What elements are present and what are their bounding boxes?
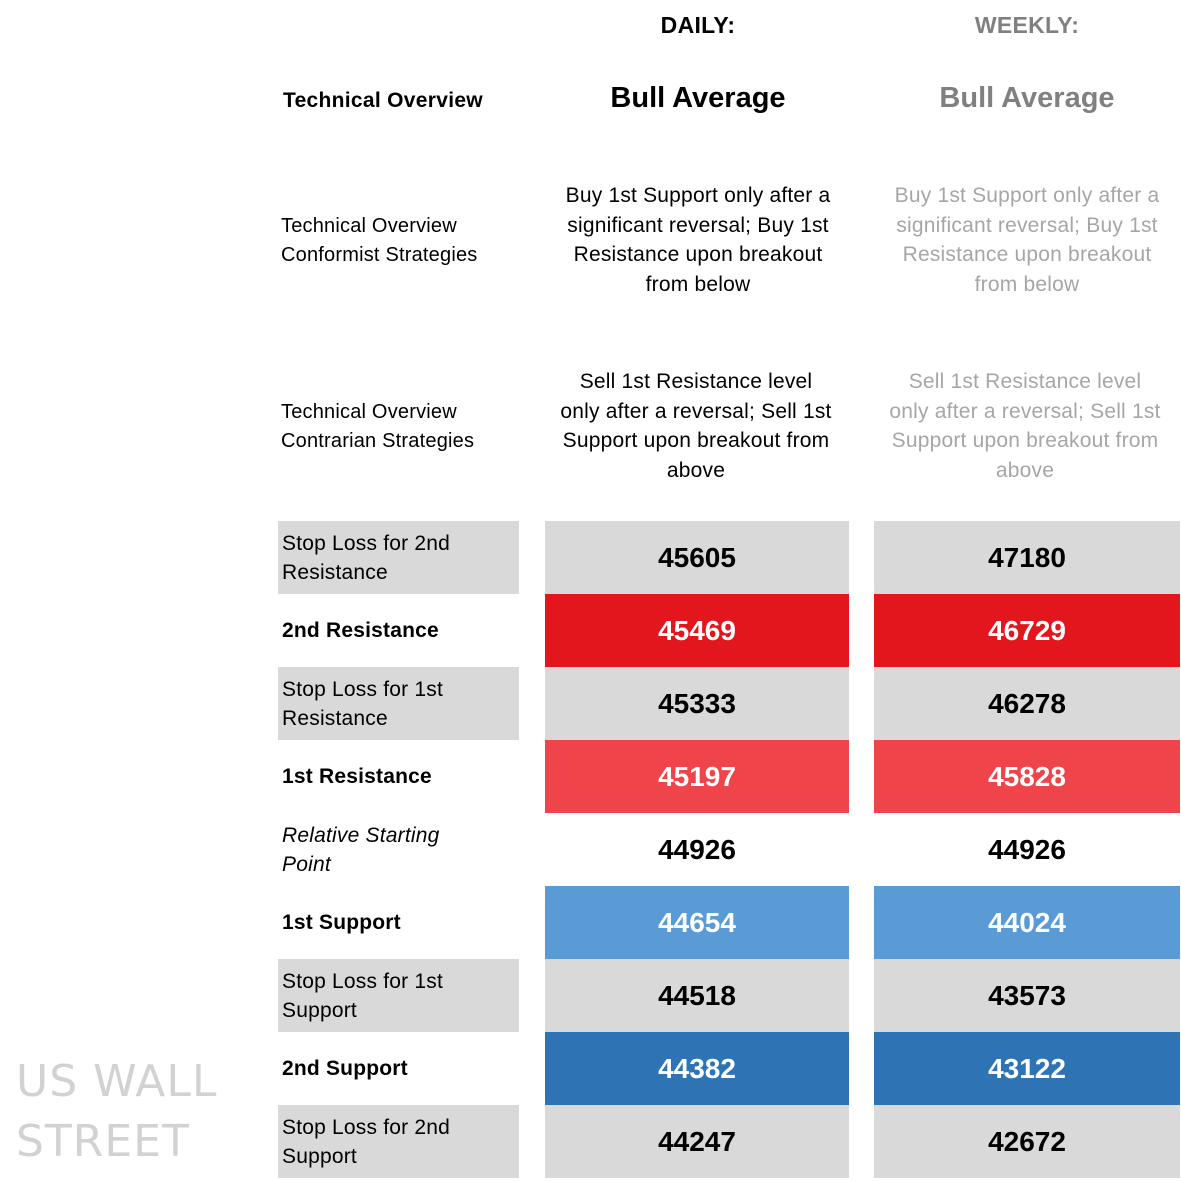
weekly-stop-loss-1st-support-value: 43573 — [874, 959, 1180, 1032]
contrarian-strategies-label: Technical Overview Contrarian Strategies — [281, 398, 474, 456]
contrarian-label-line: Contrarian Strategies — [281, 430, 475, 452]
weekly-column-header: WEEKLY: — [974, 12, 1080, 38]
strategy-line: Resistance upon breakout — [573, 243, 823, 266]
weekly-2nd-support-value: 43122 — [874, 1032, 1180, 1105]
strategy-line: Buy 1st Support only after a — [565, 184, 831, 207]
weekly-stop-loss-1st-resistance-value: 46278 — [874, 667, 1180, 740]
strategy-line: significant reversal; Buy 1st — [567, 213, 829, 237]
daily-stop-loss-2nd-support-value: 44247 — [545, 1105, 849, 1178]
weekly-2nd-resistance-value: 46729 — [874, 594, 1180, 667]
label-line: Stop Loss for 1st — [282, 969, 443, 993]
conformist-label-line: Conformist Strategies — [281, 244, 478, 266]
conformist-strategies-label: Technical Overview Conformist Strategies — [281, 212, 478, 270]
label-line: 1st Resistance — [282, 765, 432, 788]
us-wall-street-watermark: US WALL STREET — [16, 1052, 217, 1172]
level-label-2nd-support: 2nd Support — [278, 1032, 519, 1105]
daily-stop-loss-1st-resistance-value: 45333 — [545, 667, 849, 740]
label-line: Resistance — [282, 560, 388, 584]
strategy-line: Support upon breakout from — [562, 429, 830, 452]
level-label-stop-loss-1st-support: Stop Loss for 1st Support — [278, 959, 519, 1032]
label-line: 1st Support — [282, 911, 401, 934]
strategy-line: Sell 1st Resistance level — [908, 370, 1142, 393]
label-line: 2nd Support — [282, 1057, 408, 1080]
watermark-line: STREET — [16, 1116, 190, 1167]
strategy-line: Support upon breakout from — [891, 429, 1159, 452]
watermark-line: US WALL — [16, 1056, 218, 1107]
strategy-line: above — [995, 458, 1055, 482]
weekly-relative-starting-point-value: 44926 — [874, 813, 1180, 886]
strategy-line: Buy 1st Support only after a — [894, 184, 1160, 207]
label-line: Resistance — [282, 706, 388, 730]
strategy-line: only after a reversal; Sell 1st — [560, 399, 832, 423]
daily-2nd-resistance-value: 45469 — [545, 594, 849, 667]
daily-stop-loss-1st-support-value: 44518 — [545, 959, 849, 1032]
weekly-stop-loss-2nd-support-value: 42672 — [874, 1105, 1180, 1178]
label-line: Support — [282, 1144, 357, 1168]
label-line: Stop Loss for 1st — [282, 677, 443, 701]
level-label-2nd-resistance: 2nd Resistance — [278, 594, 519, 667]
level-label-stop-loss-1st-resistance: Stop Loss for 1st Resistance — [278, 667, 519, 740]
strategy-line: Sell 1st Resistance level — [579, 370, 813, 393]
level-label-stop-loss-2nd-support: Stop Loss for 2nd Support — [278, 1105, 519, 1178]
label-line: Stop Loss for 2nd — [282, 531, 451, 555]
daily-1st-support-value: 44654 — [545, 886, 849, 959]
daily-relative-starting-point-value: 44926 — [545, 813, 849, 886]
daily-2nd-support-value: 44382 — [545, 1032, 849, 1105]
weekly-stop-loss-2nd-resistance-value: 47180 — [874, 521, 1180, 594]
daily-stop-loss-2nd-resistance-value: 45605 — [545, 521, 849, 594]
strategy-line: only after a reversal; Sell 1st — [889, 399, 1161, 423]
level-label-stop-loss-2nd-resistance: Stop Loss for 2nd Resistance — [278, 521, 519, 594]
contrarian-label-line: Technical Overview — [281, 401, 457, 423]
weekly-bull-average-title: Bull Average — [939, 82, 1115, 114]
strategy-line: from below — [645, 272, 751, 296]
strategy-line: significant reversal; Buy 1st — [896, 213, 1158, 237]
daily-conformist-strategy: Buy 1st Support only after a significant… — [548, 181, 848, 299]
label-line: Point — [282, 852, 331, 876]
level-label-1st-resistance: 1st Resistance — [278, 740, 519, 813]
level-label-1st-support: 1st Support — [278, 886, 519, 959]
level-label-relative-starting-point: Relative Starting Point — [278, 813, 519, 886]
daily-bull-average-title: Bull Average — [610, 82, 786, 114]
label-line: Stop Loss for 2nd — [282, 1115, 451, 1139]
technical-overview-title: Technical Overview — [283, 89, 483, 112]
weekly-1st-support-value: 44024 — [874, 886, 1180, 959]
label-line: 2nd Resistance — [282, 619, 439, 642]
weekly-1st-resistance-value: 45828 — [874, 740, 1180, 813]
daily-1st-resistance-value: 45197 — [545, 740, 849, 813]
daily-column-header: DAILY: — [660, 12, 736, 38]
strategy-line: Resistance upon breakout — [902, 243, 1152, 266]
strategy-line: above — [666, 458, 726, 482]
daily-contrarian-strategy: Sell 1st Resistance level only after a r… — [546, 367, 846, 485]
weekly-conformist-strategy: Buy 1st Support only after a significant… — [877, 181, 1177, 299]
conformist-label-line: Technical Overview — [281, 215, 457, 237]
label-line: Relative Starting — [282, 823, 440, 847]
strategy-line: from below — [974, 272, 1080, 296]
label-line: Support — [282, 998, 357, 1022]
weekly-contrarian-strategy: Sell 1st Resistance level only after a r… — [875, 367, 1175, 485]
